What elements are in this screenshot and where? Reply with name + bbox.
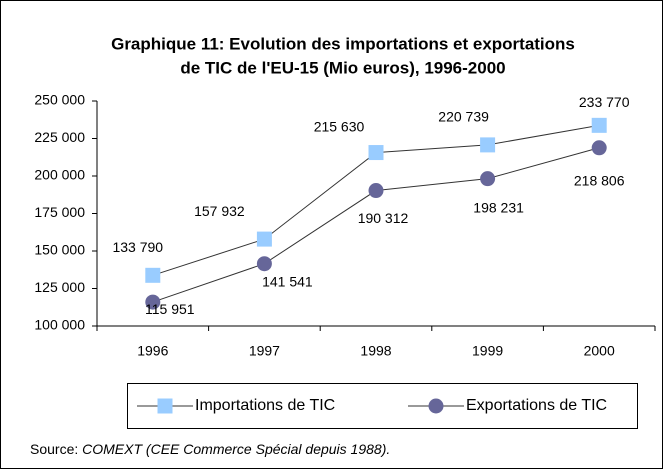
legend-label: Exportations de TIC — [466, 397, 607, 414]
legend-marker — [157, 398, 173, 414]
data-label: 133 790 — [112, 239, 163, 255]
data-label: 115 951 — [145, 301, 195, 317]
x-tick-label: 1999 — [472, 343, 503, 359]
marker — [480, 171, 496, 187]
marker — [145, 294, 161, 310]
marker — [591, 140, 607, 156]
marker — [145, 267, 161, 283]
y-tick-label: 100 000 — [34, 317, 85, 333]
x-tick-label: 1997 — [249, 343, 280, 359]
marker — [368, 145, 384, 161]
legend — [127, 383, 638, 429]
data-label: 141 541 — [262, 273, 313, 289]
data-label: 190 312 — [358, 210, 409, 226]
y-tick-label: 150 000 — [34, 242, 85, 258]
legend-label: Importations de TIC — [195, 397, 335, 414]
y-tick-label: 200 000 — [34, 167, 85, 183]
marker — [480, 137, 496, 153]
x-tick-label: 1998 — [360, 343, 391, 359]
legend-marker — [428, 398, 444, 414]
chart-title: Graphique 11: Evolution des importations… — [111, 34, 575, 53]
marker — [256, 231, 272, 247]
marker — [591, 117, 607, 133]
source-label: Source: — [30, 441, 78, 457]
data-label: 157 932 — [194, 203, 245, 219]
data-label: 215 630 — [314, 118, 365, 134]
source: Source: COMEXT (CEE Commerce Spécial dep… — [30, 441, 390, 457]
y-tick-label: 225 000 — [34, 129, 85, 145]
y-tick-label: 250 000 — [34, 92, 85, 108]
marker — [256, 256, 272, 272]
x-tick-label: 1996 — [137, 343, 168, 359]
chart-title: de TIC de l'EU-15 (Mio euros), 1996-2000 — [180, 58, 505, 77]
marker — [368, 183, 384, 199]
x-tick-label: 2000 — [584, 343, 615, 359]
data-label: 220 739 — [438, 109, 489, 125]
data-label: 233 770 — [579, 94, 630, 110]
data-label: 198 231 — [473, 199, 524, 215]
y-tick-label: 125 000 — [34, 279, 85, 295]
data-label: 218 806 — [574, 172, 625, 188]
source-text: COMEXT (CEE Commerce Spécial depuis 1988… — [82, 441, 390, 457]
y-tick-label: 175 000 — [34, 204, 85, 220]
